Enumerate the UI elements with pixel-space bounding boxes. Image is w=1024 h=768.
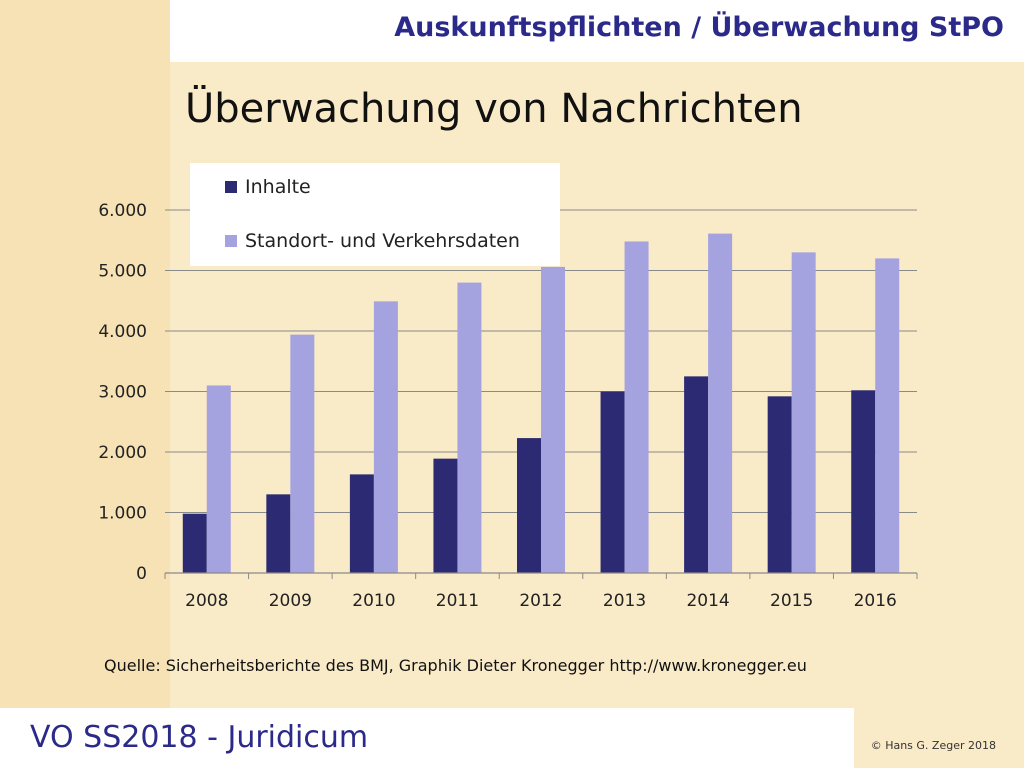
bar-verkehrsdaten bbox=[457, 282, 482, 573]
header-band bbox=[170, 0, 1024, 62]
bar-inhalte bbox=[851, 390, 876, 573]
bar-inhalte bbox=[433, 458, 458, 573]
legend: Inhalte Standort- und Verkehrsdaten bbox=[190, 163, 560, 266]
bars bbox=[182, 233, 900, 573]
bar-verkehrsdaten bbox=[791, 252, 816, 573]
legend-box bbox=[190, 163, 560, 266]
bar-verkehrsdaten bbox=[206, 385, 231, 573]
y-tick-label: 2.000 bbox=[98, 443, 147, 463]
bar-chart: 0 1.000 2.000 3.000 4.000 5.000 6.000 2008 2009 2… bbox=[98, 163, 918, 611]
bar-verkehrsdaten bbox=[290, 334, 315, 573]
y-tick-label: 0 bbox=[136, 564, 147, 584]
slide-title: Überwachung von Nachrichten bbox=[185, 86, 803, 132]
bar-inhalte bbox=[349, 474, 374, 573]
x-tick-label: 2008 bbox=[185, 591, 228, 611]
y-tick-label: 3.000 bbox=[98, 383, 147, 403]
x-tick-label: 2013 bbox=[603, 591, 646, 611]
bar-inhalte bbox=[767, 396, 792, 573]
bar-verkehrsdaten bbox=[624, 241, 649, 573]
x-tick-label: 2015 bbox=[770, 591, 813, 611]
legend-swatch bbox=[225, 235, 237, 247]
bar-inhalte bbox=[600, 391, 625, 573]
legend-label: Inhalte bbox=[245, 176, 311, 198]
axes: 0 1.000 2.000 3.000 4.000 5.000 6.000 2008 2009 2… bbox=[98, 201, 918, 611]
copyright-note: © Hans G. Zeger 2018 bbox=[870, 739, 996, 752]
x-tick-label: 2011 bbox=[436, 591, 479, 611]
y-tick-label: 1.000 bbox=[98, 504, 147, 524]
x-tick-label: 2012 bbox=[519, 591, 562, 611]
footer-course-title: VO SS2018 - Juridicum bbox=[30, 720, 369, 755]
x-tick-label: 2009 bbox=[269, 591, 312, 611]
bar-verkehrsdaten bbox=[708, 233, 733, 573]
legend-label: Standort- und Verkehrsdaten bbox=[245, 230, 520, 252]
bar-inhalte bbox=[517, 438, 541, 573]
x-tick-label: 2010 bbox=[352, 591, 395, 611]
bar-inhalte bbox=[266, 494, 291, 573]
bar-verkehrsdaten bbox=[541, 266, 565, 573]
footer-band bbox=[0, 708, 854, 768]
x-tick-label: 2016 bbox=[854, 591, 897, 611]
legend-swatch bbox=[225, 181, 237, 193]
bar-verkehrsdaten bbox=[875, 258, 900, 573]
y-tick-label: 4.000 bbox=[98, 322, 147, 342]
bar-inhalte bbox=[684, 376, 709, 573]
y-tick-label: 5.000 bbox=[98, 262, 147, 282]
x-tick-label: 2014 bbox=[686, 591, 729, 611]
bar-verkehrsdaten bbox=[373, 301, 398, 573]
left-decor-bar bbox=[0, 0, 170, 708]
bar-inhalte bbox=[182, 513, 207, 573]
y-tick-label: 6.000 bbox=[98, 201, 147, 221]
header-title: Auskunftspflichten / Überwachung StPO bbox=[394, 12, 1004, 43]
source-note: Quelle: Sicherheitsberichte des BMJ, Gra… bbox=[104, 656, 807, 675]
